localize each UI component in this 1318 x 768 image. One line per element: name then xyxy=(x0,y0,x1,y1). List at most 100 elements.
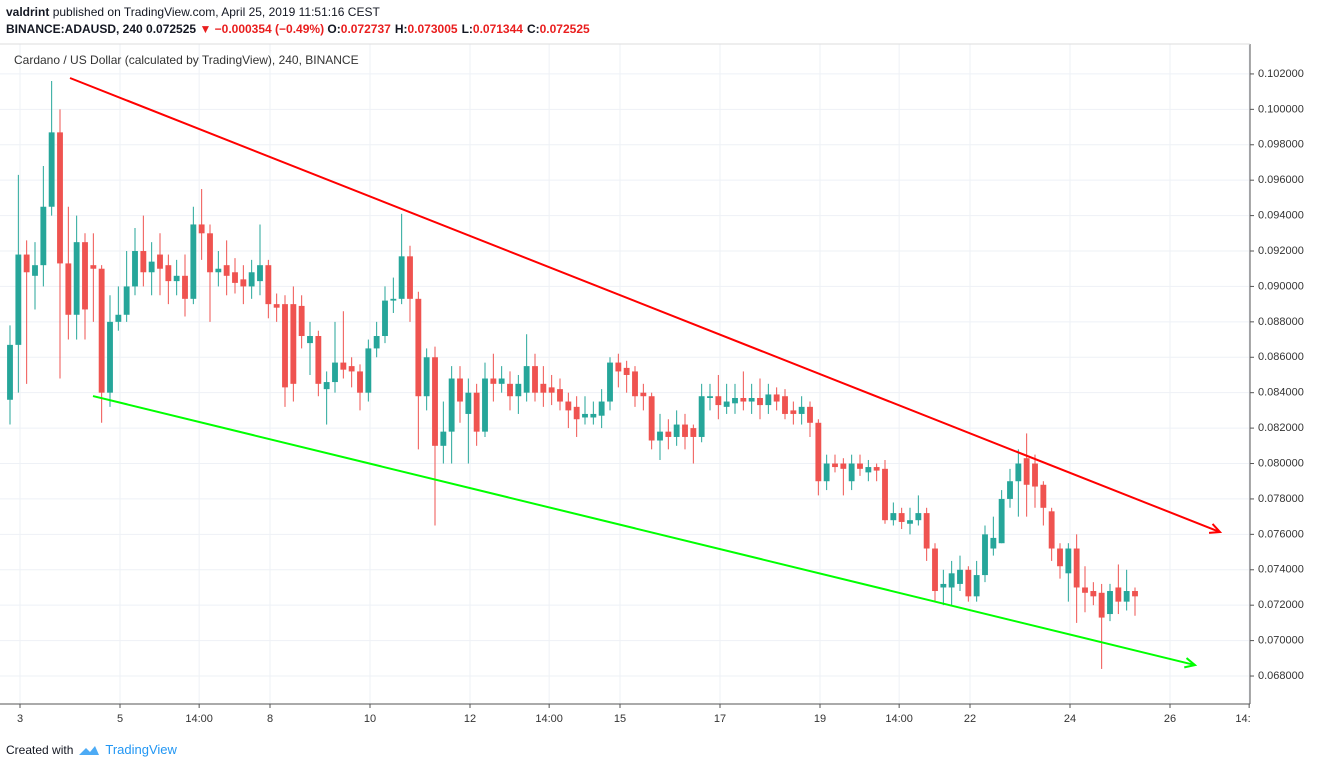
candle-body xyxy=(698,396,705,437)
candle-body xyxy=(932,548,938,592)
y-tick-label: 0.082000 xyxy=(1258,422,1304,434)
candle-body xyxy=(773,394,780,402)
y-tick-label: 0.090000 xyxy=(1258,280,1304,292)
candle-body xyxy=(207,233,213,273)
ohlc-value: 0.073005 xyxy=(407,22,458,36)
candle-body xyxy=(32,265,38,276)
candle-body xyxy=(557,389,563,402)
x-tick-label: 14:00 xyxy=(185,713,213,725)
candle-body xyxy=(623,367,630,375)
candle-body xyxy=(848,463,855,482)
user[interactable]: valdrint xyxy=(6,5,50,19)
y-tick-label: 0.096000 xyxy=(1258,174,1304,186)
axes: 0.068000 0.070000 0.072000 0.074000 0.076000… xyxy=(0,43,1304,708)
candle-body xyxy=(132,251,138,287)
candle-body xyxy=(165,265,172,282)
candle-body xyxy=(990,537,997,549)
x-axis-labels: 3 5 14:00 8 10 12 14:00 15 17 19 14:00 22 24 26 14:00 xyxy=(17,713,1263,725)
candle-body xyxy=(582,413,588,418)
candle-body xyxy=(257,265,263,282)
candle-body xyxy=(832,463,838,468)
candle-body xyxy=(515,383,522,397)
candle-body xyxy=(640,392,647,397)
footer: Created with TradingView xyxy=(6,742,177,757)
candle-body xyxy=(890,513,897,521)
candle-body xyxy=(740,397,747,402)
candle-body xyxy=(82,242,88,310)
x-tick-label: 14:00 xyxy=(885,713,913,725)
candle-body xyxy=(190,224,197,299)
candle-body xyxy=(423,357,430,397)
last-price: 0.072525 xyxy=(146,22,197,36)
candle-body xyxy=(615,362,622,372)
candle-body xyxy=(407,256,413,299)
y-tick-label: 0.078000 xyxy=(1258,493,1304,505)
candle-body xyxy=(48,132,55,207)
candle-body xyxy=(332,362,338,383)
candle-body xyxy=(1048,511,1055,549)
ohlc-key: O: xyxy=(327,22,341,36)
candle-body xyxy=(690,428,697,437)
candle-body xyxy=(507,383,513,397)
candle-body xyxy=(307,336,313,344)
candle-body xyxy=(1090,591,1097,597)
x-tick-label: 8 xyxy=(267,713,273,725)
candle-body xyxy=(115,314,122,322)
candle-body xyxy=(1032,463,1038,487)
x-tick-label: 22 xyxy=(964,713,976,725)
x-tick-label: 3 xyxy=(17,713,23,725)
candle-body xyxy=(440,431,447,446)
candle-body xyxy=(532,366,538,393)
candle-body xyxy=(573,406,580,420)
candle-body xyxy=(973,575,980,597)
trendlines xyxy=(69,77,1223,669)
brand[interactable]: TradingView xyxy=(105,742,177,757)
ohlc-value: 0.072525 xyxy=(539,22,590,36)
candle-body xyxy=(590,413,597,418)
candle-body xyxy=(1057,548,1063,567)
candle-body xyxy=(1065,548,1072,574)
candle-body xyxy=(1115,587,1122,602)
x-tick-label: 14:00 xyxy=(1235,713,1263,725)
candle-body xyxy=(1082,587,1088,593)
x-tick-label: 12 xyxy=(464,713,476,725)
candle-body xyxy=(23,254,30,273)
candle-body xyxy=(457,378,463,402)
candle-body xyxy=(7,344,13,400)
candle-body xyxy=(57,132,63,264)
y-tick-label: 0.086000 xyxy=(1258,351,1304,363)
candle-body xyxy=(382,300,388,337)
x-tick-label: 24 xyxy=(1064,713,1076,725)
candle-body xyxy=(15,254,22,345)
candle-body xyxy=(323,382,330,390)
ohlc-key: L: xyxy=(461,22,473,36)
y-tick-label: 0.070000 xyxy=(1258,635,1304,647)
candle-body xyxy=(482,378,488,432)
candle-body xyxy=(807,406,813,423)
candle-body xyxy=(232,272,238,283)
candle-body xyxy=(40,206,47,266)
candle-body xyxy=(940,583,947,588)
candle-body xyxy=(498,378,505,384)
ohlc-key: C: xyxy=(526,22,540,36)
candle-body xyxy=(65,263,72,315)
candle-body xyxy=(240,279,247,287)
candle-body xyxy=(1098,592,1105,618)
candle-body xyxy=(915,513,922,521)
candle-body xyxy=(223,265,230,276)
candle-body xyxy=(490,378,497,384)
logo xyxy=(79,745,100,755)
candle-body xyxy=(857,463,863,469)
y-tick-label: 0.074000 xyxy=(1258,564,1304,576)
ohlc-key: H: xyxy=(394,22,408,36)
candle-body xyxy=(248,272,255,287)
candle-body xyxy=(140,251,147,273)
candle-body xyxy=(398,256,405,299)
candle-body xyxy=(90,265,97,269)
trendline xyxy=(92,395,1196,667)
grid xyxy=(0,44,1250,704)
candle-body xyxy=(465,392,472,414)
candle-body xyxy=(790,410,797,414)
y-tick-label: 0.068000 xyxy=(1258,670,1304,682)
candle-body xyxy=(348,366,355,372)
